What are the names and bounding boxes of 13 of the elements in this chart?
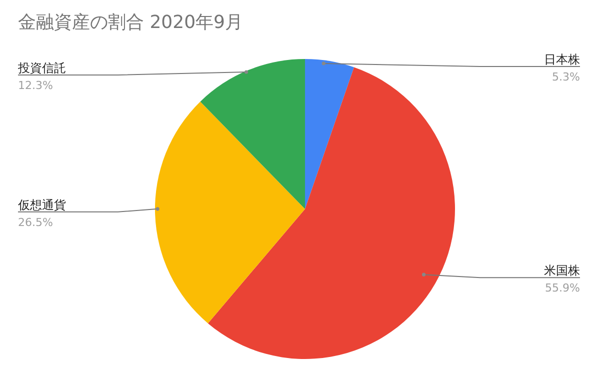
- pie-slice: [155, 102, 305, 324]
- data-label: 26.5%: [18, 216, 53, 229]
- pie-slice: [208, 67, 455, 359]
- slice-label: 日本株: [544, 52, 580, 66]
- pie-slice: [200, 59, 305, 209]
- slice-label: 仮想通貨: [17, 198, 66, 212]
- slice-label: 投資信託: [17, 61, 66, 76]
- slice-label: 米国株: [544, 264, 580, 278]
- data-label: 12.3%: [18, 79, 53, 92]
- data-label: 55.9%: [545, 282, 580, 295]
- chart-title: 金融資産の割合 2020年9月: [18, 11, 243, 34]
- data-label: 5.3%: [552, 70, 580, 84]
- pie-slice: [305, 59, 354, 209]
